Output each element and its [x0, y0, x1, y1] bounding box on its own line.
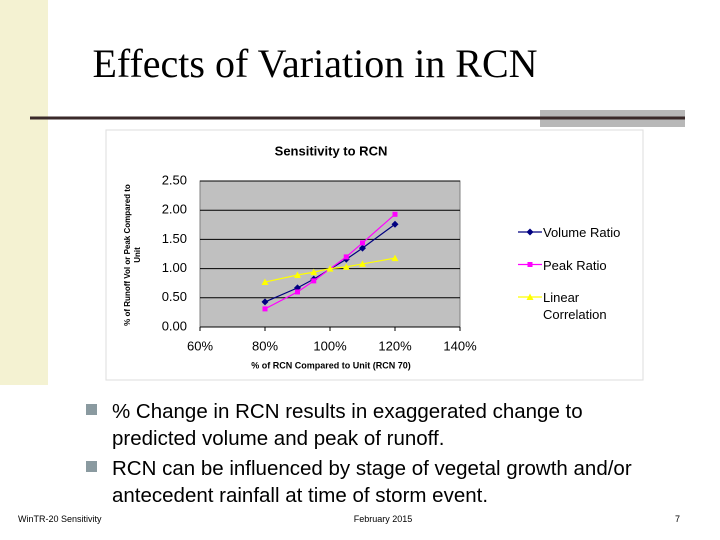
- x-tick-label: 60%: [187, 338, 213, 353]
- x-axis-label: % of RCN Compared to Unit (RCN 70): [251, 360, 411, 370]
- legend-label: Volume Ratio: [543, 225, 621, 240]
- footer-page: 7: [674, 514, 680, 524]
- data-point: [261, 298, 269, 306]
- y-tick-label: 2.50: [162, 172, 187, 187]
- legend-label: Linear Correlation: [543, 290, 607, 322]
- footer-left: WinTR-20 Sensitivity: [18, 514, 102, 524]
- bullet-text: RCN can be influenced by stage of vegeta…: [112, 457, 632, 507]
- x-tick-label: 120%: [378, 338, 412, 353]
- data-point: [391, 220, 399, 228]
- data-point: [310, 268, 318, 276]
- data-point: [359, 260, 366, 267]
- footer-center: February 2015: [353, 514, 413, 524]
- y-tick-label: 0.50: [162, 289, 187, 304]
- y-axis-label: % of Runoff Vol or Peak Compared to Unit: [123, 184, 142, 326]
- y-tick-label: 2.00: [162, 202, 187, 217]
- bullet-marker: [86, 404, 97, 415]
- data-point: [262, 306, 268, 312]
- slide-title: Effects of Variation in RCN: [92, 41, 537, 86]
- data-point: [391, 254, 399, 262]
- x-tick-label: 100%: [313, 338, 347, 353]
- legend-label: Peak Ratio: [543, 257, 607, 273]
- legend-marker: [526, 228, 534, 236]
- x-tick-label: 80%: [252, 338, 278, 353]
- data-point: [326, 265, 334, 272]
- data-point: [360, 240, 365, 246]
- x-tick-label: 140%: [443, 338, 477, 353]
- legend-marker: [527, 262, 533, 267]
- data-point: [343, 254, 349, 260]
- data-point: [261, 278, 269, 286]
- data-point: [342, 263, 350, 270]
- bullet-marker: [86, 461, 97, 472]
- y-tick-label: 1.00: [162, 260, 187, 275]
- y-tick-label: 1.50: [162, 231, 187, 246]
- data-point: [359, 244, 366, 252]
- data-point: [311, 278, 317, 284]
- plot-area: [199, 180, 461, 328]
- data-point: [294, 271, 301, 279]
- data-point: [295, 289, 300, 295]
- data-point: [392, 211, 398, 217]
- legend-marker: [526, 293, 534, 300]
- y-tick-label: 0.00: [162, 318, 187, 333]
- chart-title: Sensitivity to RCN: [275, 143, 388, 158]
- bullet-text: % Change in RCN results in exaggerated c…: [112, 400, 583, 450]
- side-band: [0, 0, 48, 385]
